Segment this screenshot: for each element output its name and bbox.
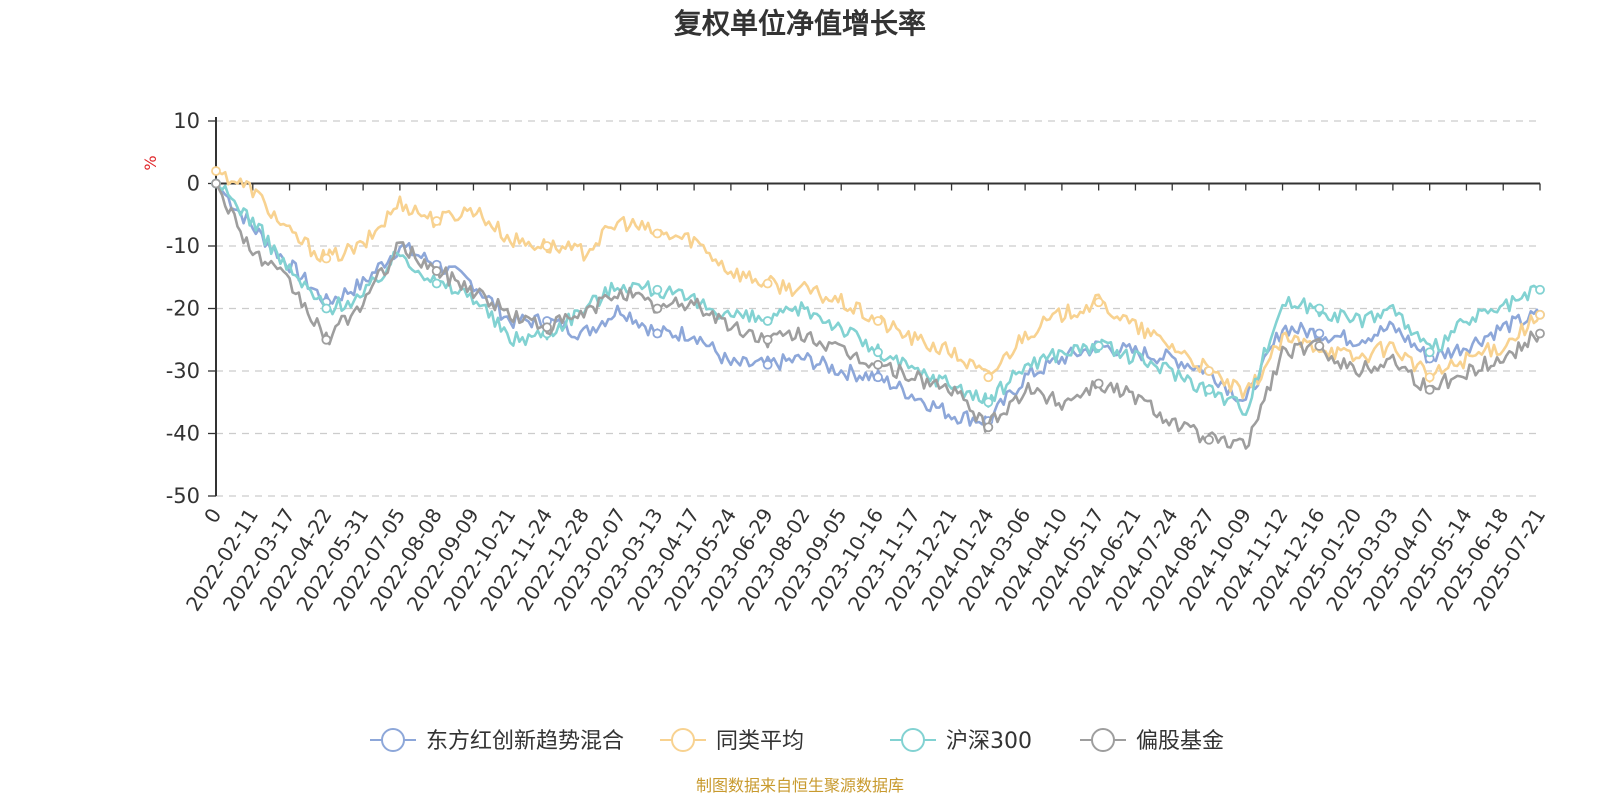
series-point [321,334,332,345]
legend-label-0: 东方红创新趋势混合 [426,729,624,754]
series-line-0 [215,182,1542,427]
series-point [1535,284,1545,295]
series-point [431,216,442,226]
series-point [1093,297,1104,308]
series-point [1204,434,1214,445]
series-point [873,372,883,383]
data-source-note: 制图数据来自恒生聚源数据库 [696,776,904,795]
series-point [873,347,883,358]
series-point [1535,328,1545,339]
legend-label-3: 偏股基金 [1136,729,1224,754]
series-point [321,253,332,264]
legend-marker-3 [1091,728,1115,752]
series-point [1424,384,1435,395]
legend-label-1: 同类平均 [716,729,804,754]
x-tick-label: 0 [199,504,226,528]
y-tick-label: -30 [166,359,200,383]
series-point [542,322,552,333]
series-point [1093,341,1104,351]
y-tick-label: -50 [166,484,200,508]
y-tick-label: 10 [173,109,200,133]
series-point [211,166,221,176]
legend-marker-2 [901,728,925,752]
series-point [321,303,332,314]
series-point [1535,309,1545,320]
series-point [431,266,442,276]
legend-label-2: 沪深300 [946,729,1032,754]
axes [215,117,1540,496]
chart-title: 复权单位净值增长率 [674,7,926,40]
series-point [1314,341,1325,351]
series-point [1314,328,1325,339]
series-point [1424,347,1435,358]
y-tick-label: 0 [187,172,200,196]
y-axis-ticks: 10 0 -10 -20 -30 -40 -50 [166,109,216,508]
series-point [431,278,442,289]
series-point [873,359,883,370]
series-point [762,316,773,326]
series-point [873,316,883,326]
y-tick-label: -20 [166,297,200,321]
legend-marker-1 [671,728,695,752]
series-point [652,303,663,314]
grid-lines [216,120,1540,497]
series-point [211,178,221,189]
series-point [1093,378,1104,389]
series-point [983,397,994,408]
series-point [762,278,773,289]
y-axis-unit-label: % [141,155,160,170]
series-point [1204,366,1214,376]
series-point [652,284,663,295]
series-point [1314,303,1325,314]
x-axis-ticks: 02022-02-112022-03-172022-04-222022-05-3… [181,183,1550,615]
legend: 东方红创新趋势混合 同类平均 沪深300 偏股基金 [370,728,1224,754]
y-tick-label: -40 [166,422,200,446]
series-point [1424,372,1435,383]
legend-marker-0 [381,728,405,752]
series-point [652,228,663,239]
series-line-3 [214,182,1542,450]
y-tick-label: -10 [166,234,200,258]
series-group [211,166,1545,450]
series-point [542,241,552,251]
series-point [983,422,994,433]
series-point [762,359,773,370]
series-point [652,328,663,339]
series-point [762,334,773,345]
series-point [983,372,994,383]
series-point [1204,384,1214,395]
